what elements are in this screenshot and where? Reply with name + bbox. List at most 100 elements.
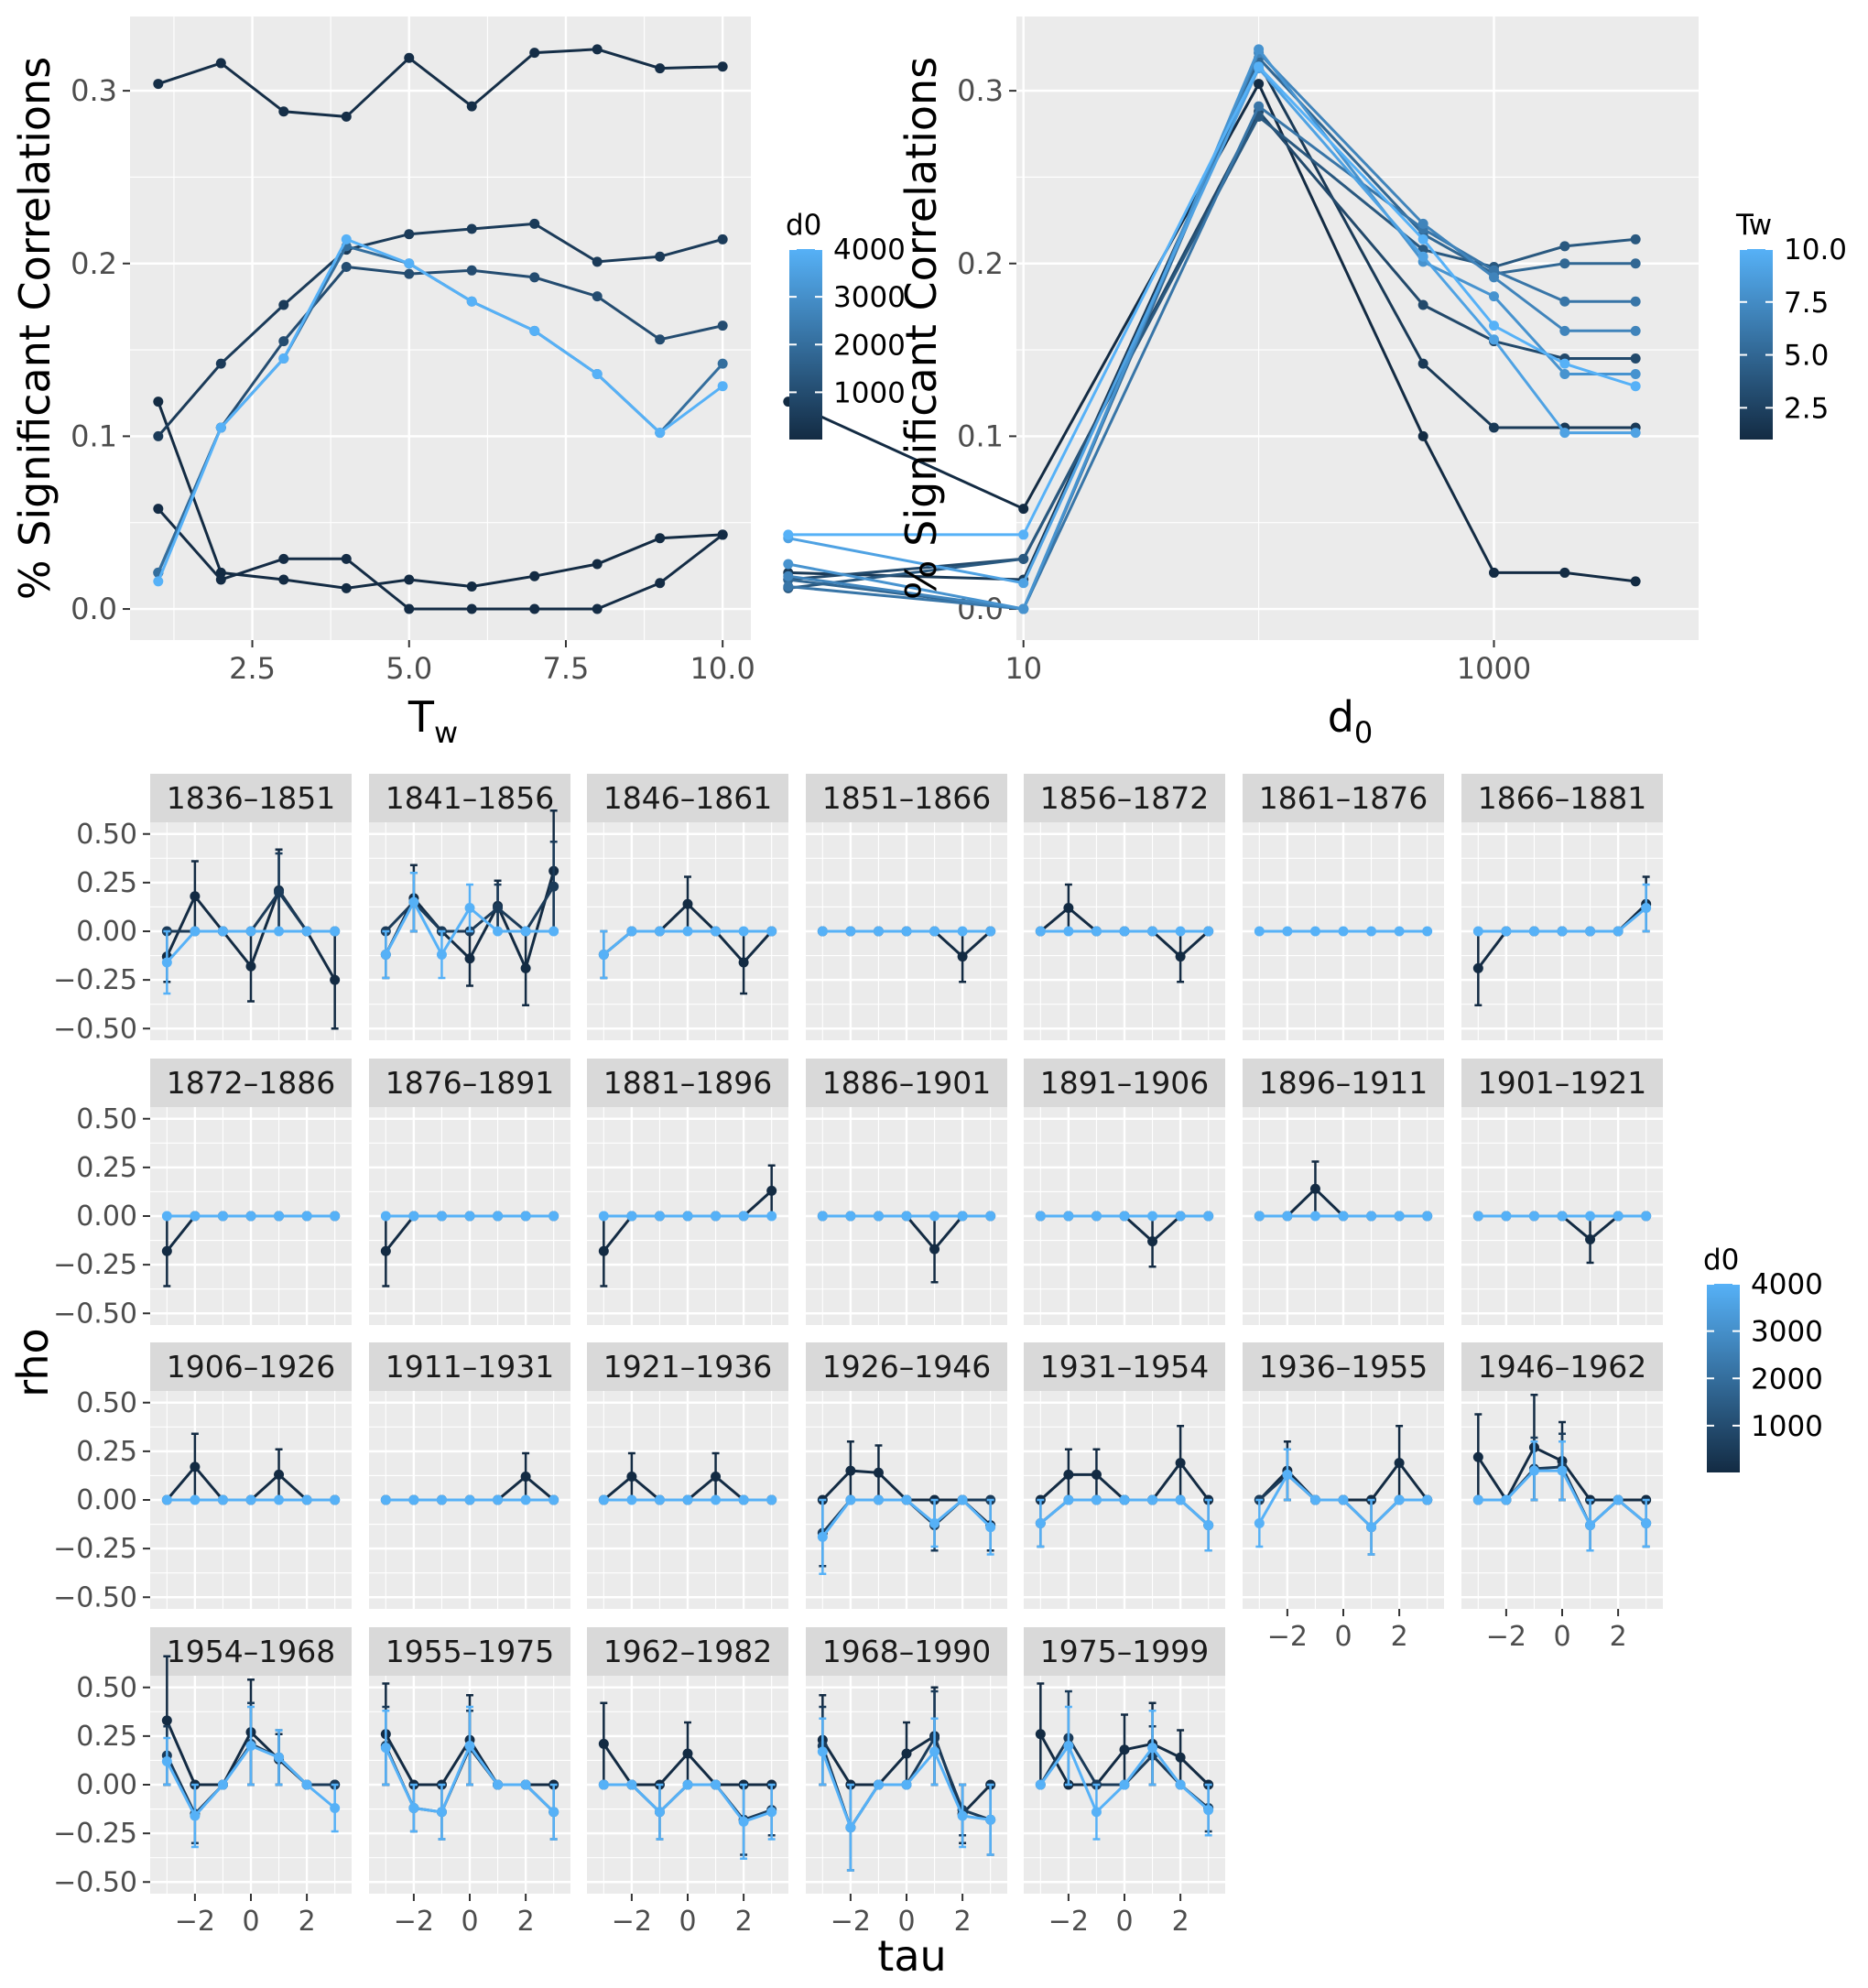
data-point [1394,1211,1405,1222]
facet-strip-label: 1926–1946 [822,1349,991,1385]
data-point [436,1494,447,1505]
facet-strip [587,774,788,822]
x-tick-label: 0 [1334,1621,1352,1653]
facet-strip-label: 1936–1955 [1259,1349,1428,1385]
y-tick-label: 0.00 [76,916,137,948]
colorbar [1740,249,1773,440]
x-axis-title: tau [877,1931,946,1981]
data-point [655,334,666,345]
data-point [330,1803,341,1813]
data-point [1119,1779,1130,1790]
data-point [1282,1211,1293,1222]
x-tick-label: 0 [1553,1621,1570,1653]
legend-title: Tw [1735,209,1772,242]
data-point [153,504,164,515]
data-point [682,1748,693,1759]
data-point [529,272,540,283]
data-point [957,951,968,962]
data-point [766,1211,777,1222]
data-point [493,1494,504,1505]
data-point [408,1803,419,1813]
facet-strip [1461,1059,1663,1107]
data-point [1417,251,1428,262]
data-point [153,397,164,407]
data-point [190,926,201,937]
data-point [655,428,666,439]
facet-strip-label: 1901–1921 [1478,1065,1646,1101]
data-point [738,1816,749,1827]
data-point [1035,926,1046,937]
data-point [1035,1779,1046,1790]
data-point [592,603,603,614]
y-tick-label: −0.25 [53,964,137,996]
data-point [1501,926,1512,937]
data-point [626,1494,637,1505]
x-axis-title-main: T [407,692,435,742]
data-point [380,950,391,960]
data-point [929,1518,940,1528]
data-point [817,1531,828,1542]
data-point [929,1244,940,1255]
facet-panel: 1975–1999 −2 0 2 [1024,1627,1225,1938]
data-point [682,926,693,937]
data-point [380,1743,391,1754]
data-point [1489,422,1499,433]
facet-panel: 1896–1911 [1243,1059,1444,1325]
x-tick-label: 5.0 [386,651,432,686]
data-point [682,1211,693,1222]
facet-strip-label: 1962–1982 [603,1634,772,1669]
data-point [1309,1183,1320,1194]
data-point [341,582,352,593]
data-point [592,291,603,302]
x-tick-label: 2.5 [229,651,276,686]
data-point [873,1494,884,1505]
facet-panel: 1881–1896 [587,1059,788,1325]
data-point [341,111,352,122]
data-point [274,1469,285,1480]
data-point [1630,325,1641,336]
y-axis-title: % Significant Correlations [10,57,60,600]
data-point [1630,368,1641,379]
data-point [682,1494,693,1505]
data-point [845,1211,856,1222]
data-point [1417,234,1428,244]
data-point [330,1211,341,1222]
data-point [1175,1494,1186,1505]
data-point [529,48,540,59]
legend-label: 4000 [833,234,906,266]
data-point [1366,1522,1377,1533]
facet-panel: 1962–1982 −2 0 2 [587,1627,788,1938]
data-point [1175,1779,1186,1790]
facet-strip [150,774,352,822]
x-tick-label: −2 [831,1906,871,1938]
data-point [493,903,504,913]
x-tick-label: 0 [679,1906,696,1938]
data-point [1559,258,1570,269]
data-point [711,1472,722,1482]
data-point [1630,381,1641,392]
data-point [1063,926,1074,937]
data-point [654,926,665,937]
data-point [985,926,996,937]
data-point [1035,1518,1046,1528]
data-point [1175,1458,1186,1469]
data-point [901,1779,912,1790]
y-tick-label: 0.25 [76,1436,137,1468]
x-tick-label: 1000 [1457,651,1531,686]
facet-strip [806,774,1007,822]
facet-panel: 1891–1906 [1024,1059,1225,1325]
data-point [1366,926,1377,937]
data-point [655,578,666,589]
panel-background [130,16,751,640]
data-point [520,1779,531,1790]
legend-label: 3000 [833,281,906,314]
facet-strip [369,774,570,822]
data-point [548,1211,559,1222]
x-tick-label: 2 [517,1906,535,1938]
data-point [817,926,828,937]
facet-strip-label: 1954–1968 [167,1634,335,1669]
data-point [1394,1494,1405,1505]
data-point [464,1494,475,1505]
data-point [529,218,540,229]
